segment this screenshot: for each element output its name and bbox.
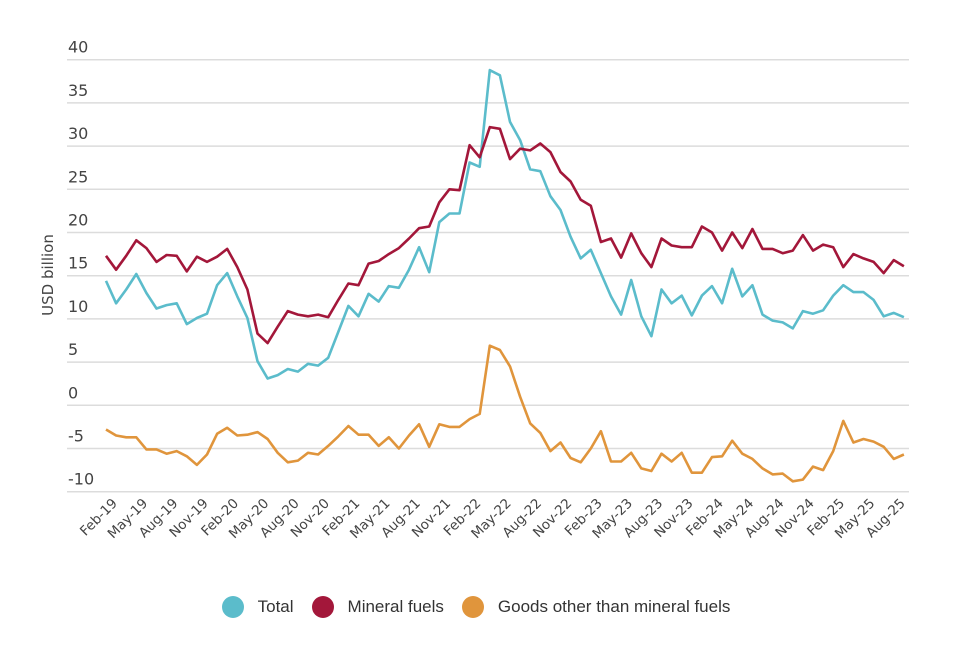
y-tick-label: 30	[68, 124, 88, 143]
y-axis-label: USD billion	[39, 234, 57, 316]
y-axis-ticks: 40 35 30 25 20 15 10 5 0 -5 -10	[68, 38, 94, 489]
legend-label-other-goods: Goods other than mineral fuels	[497, 597, 731, 616]
line-chart: 40 35 30 25 20 15 10 5 0 -5 -10 USD billion Feb-19…	[39, 38, 909, 542]
series-line-total	[104, 68, 905, 380]
legend-item-total: Total	[221, 596, 294, 618]
legend-swatch-mineral-fuels	[311, 596, 334, 618]
legend-label-total: Total	[257, 597, 294, 616]
y-tick-label: 25	[68, 167, 88, 186]
y-tick-label: 5	[68, 340, 78, 359]
y-tick-label: -5	[68, 427, 84, 446]
y-tick-label: 20	[68, 211, 88, 230]
gridlines	[67, 58, 909, 493]
legend-item-mineral-fuels: Mineral fuels	[311, 596, 444, 618]
y-tick-label: -10	[68, 470, 94, 489]
y-tick-label: 10	[68, 297, 88, 316]
legend-swatch-other-goods	[461, 596, 484, 618]
y-tick-label: 40	[68, 38, 88, 57]
legend-item-other-goods: Goods other than mineral fuels	[461, 596, 731, 618]
y-tick-label: 0	[68, 383, 78, 402]
series-line-goods-other-than-mineral-fuels	[105, 344, 905, 483]
x-axis-ticks: Feb-19May-19Aug-19Nov-19Feb-20May-20Aug-…	[77, 496, 909, 542]
series-line-mineral-fuels	[104, 125, 905, 345]
legend-label-mineral-fuels: Mineral fuels	[347, 597, 444, 616]
legend: Total Mineral fuels Goods other than min…	[0, 596, 970, 618]
y-tick-label: 35	[68, 81, 88, 100]
series-lines	[104, 68, 905, 483]
y-tick-label: 15	[68, 254, 88, 273]
legend-swatch-total	[221, 596, 244, 618]
